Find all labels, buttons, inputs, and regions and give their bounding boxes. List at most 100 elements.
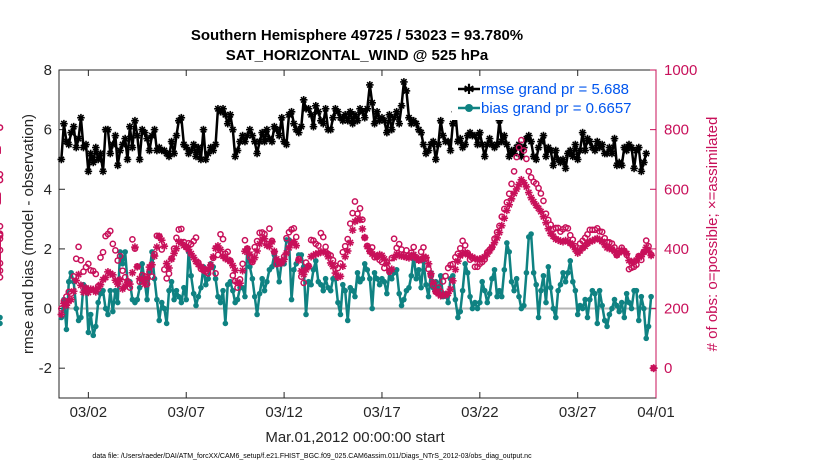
- obs-assimilated-point: [522, 183, 531, 191]
- rmse-point: [360, 113, 369, 122]
- bias-point: [599, 302, 605, 309]
- obs-assimilated-point: [116, 275, 124, 284]
- bias-point: [376, 281, 383, 288]
- rmse-point: [194, 143, 203, 152]
- bias-point: [354, 269, 361, 276]
- obs-assimilated-point: [268, 237, 276, 246]
- obs-possible-point: [177, 225, 185, 233]
- bias-point: [504, 240, 510, 246]
- rmse-point: [231, 152, 239, 161]
- obs-possible-point: [266, 225, 273, 232]
- y-right-tick-label: 800: [664, 122, 689, 139]
- rmse-point: [397, 101, 406, 110]
- rmse-point: [72, 143, 81, 152]
- obs-assimilated-point: [294, 256, 303, 265]
- obs-possible-point: [129, 236, 136, 243]
- rmse-point: [480, 152, 489, 161]
- bias-point: [445, 299, 451, 306]
- obs-possible-point: [540, 197, 547, 205]
- rmse-point: [86, 149, 95, 158]
- bias-point: [110, 308, 116, 315]
- legend-bias-marker: [465, 104, 473, 112]
- obs-assimilated-point: [647, 251, 655, 260]
- bias-point: [303, 311, 309, 318]
- bias-point: [567, 258, 574, 264]
- rmse-point: [608, 149, 616, 158]
- bias-point: [523, 269, 530, 276]
- bias-point: [565, 269, 571, 276]
- bias-point: [161, 305, 168, 312]
- rmse-point: [272, 125, 281, 134]
- bias-point: [486, 290, 493, 297]
- bias-point: [230, 287, 236, 294]
- chart-title: Southern Hemisphere 49725 / 53023 = 93.7…: [191, 27, 523, 44]
- bias-point: [359, 275, 366, 282]
- obs-possible-point: [390, 235, 398, 243]
- rmse-point: [121, 134, 129, 143]
- legend-bias-label: bias grand pr = 0.6657: [481, 100, 632, 117]
- obs-assimilated-point: [622, 249, 631, 258]
- rmse-point: [573, 155, 582, 164]
- bias-point: [183, 296, 190, 303]
- bias-point: [609, 305, 615, 312]
- rmse-point: [503, 140, 511, 149]
- bias-point: [496, 287, 503, 294]
- rmse-point: [368, 99, 376, 107]
- bias-point: [364, 266, 371, 273]
- rmse-point: [77, 113, 85, 122]
- rmse-point: [634, 143, 643, 152]
- bias-point: [371, 269, 378, 276]
- bias-point: [163, 320, 170, 327]
- y-tick-label: 0: [44, 301, 52, 318]
- y-right-tick-label: 1000: [664, 62, 697, 79]
- rmse-point: [99, 167, 107, 176]
- obs-assimilated-point: [429, 278, 438, 287]
- obs-assimilated-point: [216, 245, 225, 254]
- bias-point: [171, 296, 177, 303]
- bias-point: [203, 281, 209, 288]
- bias-point: [63, 326, 70, 333]
- obs-possible-point: [315, 242, 322, 249]
- y-tick-label: -2: [39, 360, 52, 377]
- rmse-point: [431, 155, 440, 164]
- rmse-point: [69, 122, 78, 131]
- obs-assimilated-point: [449, 277, 457, 285]
- bias-point: [288, 296, 295, 303]
- rmse-point: [246, 125, 254, 134]
- bias-point: [562, 278, 569, 285]
- rmse-point: [493, 140, 501, 149]
- obs-assimilated-point: [542, 218, 550, 227]
- obs-possible-point: [0, 231, 4, 239]
- obs-possible-point: [97, 254, 104, 261]
- obs-assimilated-point: [165, 264, 173, 272]
- bias-point: [369, 305, 375, 312]
- bias-point: [489, 275, 495, 282]
- rmse-point: [392, 107, 401, 116]
- rmse-point: [94, 155, 102, 164]
- bias-point: [528, 231, 534, 237]
- bias-point: [384, 290, 390, 297]
- rmse-point: [524, 131, 533, 140]
- x-tick-label: 03/17: [363, 404, 401, 421]
- bias-point: [641, 305, 647, 312]
- obs-possible-point: [106, 227, 114, 235]
- bias-point: [521, 302, 527, 309]
- bias-point: [264, 278, 270, 285]
- bias-point: [457, 308, 464, 315]
- rmse-point: [253, 149, 261, 158]
- rmse-point: [219, 104, 227, 113]
- rmse-point: [275, 131, 284, 140]
- legend-box: [452, 76, 652, 120]
- rmse-point: [383, 128, 391, 137]
- rmse-point: [57, 155, 66, 164]
- obs-possible-point: [356, 205, 364, 212]
- bias-point: [156, 317, 163, 324]
- rmse-point: [89, 158, 98, 167]
- x-tick-label: 03/12: [265, 404, 303, 421]
- bias-point: [635, 317, 642, 324]
- rmse-point: [363, 104, 372, 113]
- bias-point: [530, 269, 537, 276]
- rmse-point: [500, 131, 509, 140]
- obs-possible-point: [116, 252, 124, 260]
- bias-point: [215, 293, 221, 300]
